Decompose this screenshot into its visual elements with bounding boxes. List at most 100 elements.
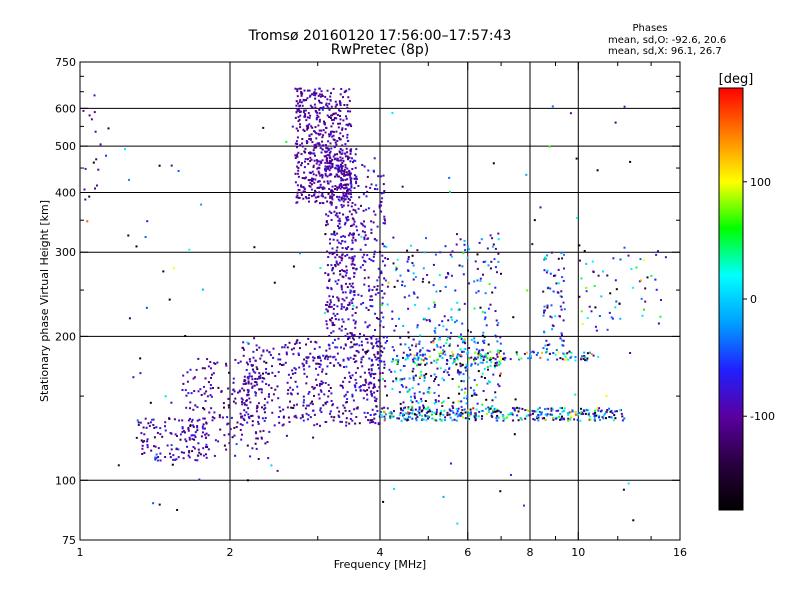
- data-point: [437, 400, 440, 403]
- data-point: [172, 458, 175, 461]
- data-point: [296, 172, 299, 175]
- data-point: [373, 238, 376, 240]
- data-point: [561, 339, 564, 342]
- data-point: [170, 401, 173, 404]
- data-point: [367, 276, 370, 279]
- data-point: [390, 360, 393, 363]
- y-tick-label: 100: [55, 474, 76, 487]
- data-point: [561, 410, 564, 413]
- data-point: [204, 400, 207, 402]
- data-point: [182, 374, 185, 377]
- data-point: [338, 100, 341, 103]
- data-point: [339, 156, 342, 159]
- data-point: [154, 445, 157, 448]
- data-point: [329, 306, 332, 308]
- data-point: [372, 387, 375, 389]
- data-point: [463, 341, 466, 343]
- data-point: [237, 391, 239, 394]
- data-point: [347, 218, 350, 221]
- data-point: [537, 419, 540, 422]
- data-point: [317, 143, 320, 146]
- data-point: [477, 415, 480, 418]
- data-point: [315, 384, 318, 387]
- data-point: [370, 228, 373, 231]
- data-point: [332, 312, 335, 315]
- data-point: [477, 363, 480, 366]
- data-point: [375, 405, 378, 408]
- data-point: [294, 87, 297, 90]
- data-point: [336, 195, 338, 198]
- data-point: [494, 310, 497, 312]
- data-point: [339, 187, 342, 190]
- data-point: [323, 122, 326, 125]
- data-point: [223, 406, 225, 409]
- data-point: [258, 377, 261, 380]
- data-point: [189, 407, 191, 410]
- data-point: [240, 438, 243, 441]
- data-point: [308, 184, 311, 187]
- y-tick-label: 75: [62, 534, 76, 547]
- data-point: [349, 291, 352, 294]
- data-point: [401, 185, 404, 188]
- data-point: [415, 343, 418, 346]
- data-point: [363, 371, 366, 374]
- data-point: [541, 417, 544, 420]
- data-point: [339, 159, 342, 162]
- data-point: [328, 280, 331, 282]
- data-point: [347, 201, 350, 204]
- data-point: [512, 316, 515, 319]
- data-point: [364, 321, 367, 324]
- data-point: [650, 274, 653, 277]
- data-point: [415, 364, 418, 367]
- data-point: [370, 336, 373, 339]
- data-point: [557, 351, 560, 354]
- data-point: [330, 147, 333, 150]
- data-point: [217, 440, 220, 443]
- data-point: [428, 350, 431, 353]
- data-point: [368, 289, 370, 292]
- data-point: [417, 383, 420, 386]
- data-point: [367, 309, 370, 311]
- data-point: [252, 356, 255, 359]
- data-point: [351, 395, 354, 398]
- data-point: [345, 282, 347, 285]
- data-point: [294, 172, 297, 175]
- data-point: [452, 411, 455, 414]
- data-point: [341, 384, 344, 387]
- data-point: [474, 412, 477, 415]
- data-point: [344, 128, 347, 131]
- data-point: [439, 346, 442, 349]
- data-point: [324, 233, 327, 236]
- data-point: [255, 447, 258, 450]
- data-point: [619, 317, 622, 320]
- data-point: [456, 233, 458, 236]
- data-point: [309, 179, 312, 182]
- data-point: [184, 431, 186, 434]
- data-point: [376, 188, 379, 191]
- data-point: [251, 364, 254, 367]
- data-point: [352, 258, 355, 261]
- data-point: [174, 433, 177, 436]
- data-point: [333, 416, 336, 419]
- data-point: [175, 447, 178, 450]
- data-point: [313, 413, 316, 416]
- data-point: [494, 286, 497, 289]
- data-point: [373, 157, 376, 160]
- data-point: [455, 412, 458, 415]
- data-point: [445, 276, 448, 279]
- data-point: [297, 102, 299, 105]
- data-point: [449, 356, 452, 359]
- data-point: [461, 341, 464, 344]
- data-point: [183, 451, 185, 454]
- data-point: [263, 404, 266, 407]
- data-point: [396, 279, 399, 282]
- data-point: [375, 184, 378, 187]
- data-point: [350, 285, 353, 288]
- data-point: [318, 112, 321, 115]
- data-point: [361, 348, 364, 351]
- data-point: [490, 414, 493, 417]
- data-point: [135, 436, 138, 439]
- data-point: [319, 389, 322, 392]
- data-point: [349, 418, 352, 420]
- data-point: [300, 153, 303, 156]
